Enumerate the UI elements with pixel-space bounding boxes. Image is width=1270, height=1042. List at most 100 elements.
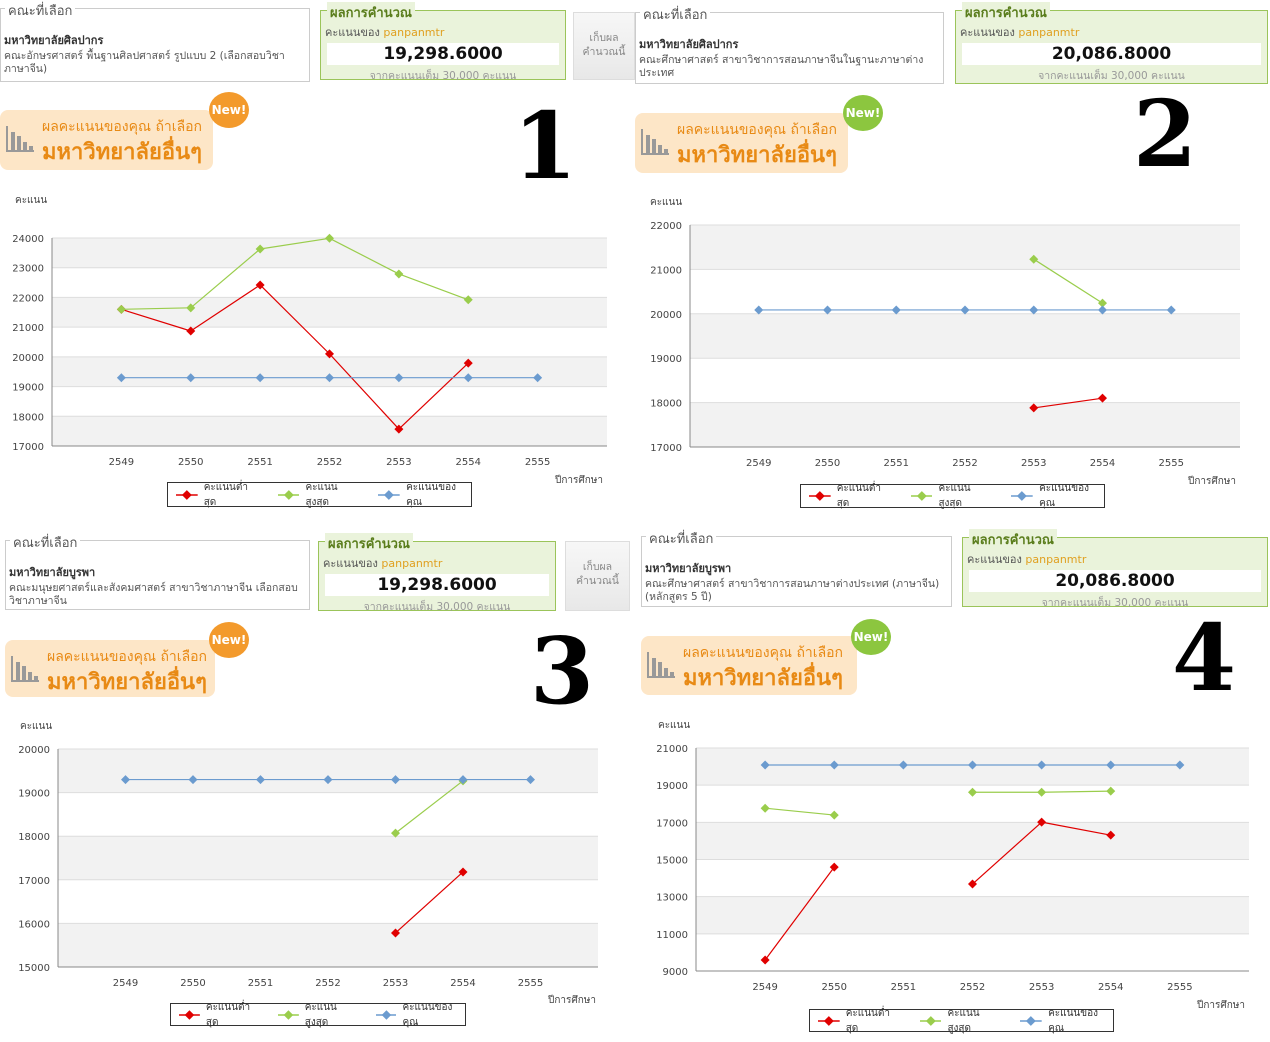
x-axis-label: ปีการศึกษา [1197, 1000, 1245, 1011]
line-chart: 17000 18000 19000 20000 21000 22000 23000 24000… [12, 233, 607, 468]
y-tick-label: 21000 [12, 323, 44, 334]
university-name: มหาวิทยาลัยบูรพา [9, 566, 96, 579]
y-tick-label: 23000 [12, 264, 44, 275]
data-point [968, 787, 977, 797]
chart-legend: คะแนนต่ำสุด คะแนนสูงสุด คะแนนของคุณ [167, 481, 472, 508]
username: panpanmtr [1018, 26, 1080, 39]
legend-label: คะแนนสูงสุด [938, 483, 971, 509]
other-universities-banner[interactable]: ผลคะแนนของคุณ ถ้าเลือก มหาวิทยาลัยอื่นๆ [5, 640, 215, 697]
x-tick-label: 2555 [1159, 458, 1184, 469]
data-point [898, 760, 908, 770]
faculty-box-title: คณะที่เลือก [10, 532, 81, 553]
selected-faculty-box: คณะที่เลือกมหาวิทยาลัยบูรพาคณะมนุษยศาสตร… [5, 532, 310, 610]
result-title: ผลการคำนวณ [969, 529, 1057, 550]
line-chart: 17000 18000 19000 20000 21000 22000 2549 2550 25… [650, 221, 1240, 469]
x-tick-label: 2554 [1098, 982, 1123, 993]
grid-band [58, 749, 598, 793]
legend-label: คะแนนสูงสุด [305, 481, 338, 508]
selected-faculty-box: คณะที่เลือก มหาวิทยาลัยศิลปากร คณะอักษรศาส… [0, 0, 310, 82]
data-point [754, 305, 764, 315]
score-of-label: คะแนนของ [960, 26, 1015, 39]
x-tick-label: 2552 [952, 458, 977, 469]
data-point [533, 373, 543, 383]
data-point [1175, 760, 1185, 770]
x-tick-label: 2555 [518, 978, 543, 989]
score-of-label: คะแนนของ [967, 553, 1022, 566]
data-point [1106, 786, 1116, 796]
legend-item: คะแนนต่ำสุด [179, 1000, 260, 1030]
legend-label: คะแนนต่ำสุด [845, 1007, 890, 1034]
data-point [188, 775, 198, 785]
legend-item: คะแนนของคุณ [1011, 481, 1104, 511]
line-chart: 15000 16000 17000 18000 19000 20000 2549 2550 25… [18, 745, 598, 989]
data-point [256, 775, 265, 785]
series-line-segment [190, 284, 261, 332]
bar-chart-icon [647, 652, 675, 678]
y-tick-label: 22000 [650, 221, 682, 232]
series-line-segment [190, 248, 261, 309]
banner-line2: มหาวิทยาลัยอื่นๆ [47, 670, 207, 695]
legend-item: คะแนนสูงสุด [277, 1000, 358, 1030]
legend-item: คะแนนสูงสุด [910, 481, 994, 511]
grid-band [690, 225, 1240, 270]
university-name: มหาวิทยาลัยศิลปากร [639, 38, 739, 51]
series-line-segment [1033, 258, 1103, 304]
series-line-segment [260, 237, 330, 250]
score-value: 20,086.8000 [969, 570, 1261, 592]
legend-marker [375, 1009, 397, 1020]
new-badge: New! [843, 95, 883, 131]
faculty-box-title: คณะที่เลือก [640, 4, 711, 25]
series-line-segment [398, 362, 469, 430]
result-title: ผลการคำนวณ [325, 533, 413, 554]
y-tick-label: 16000 [18, 919, 50, 930]
data-point [255, 244, 265, 254]
x-tick-label: 2551 [248, 978, 273, 989]
legend-item: คะแนนสูงสุด [919, 1006, 1003, 1036]
series-line-segment [1041, 790, 1111, 793]
banner-line1: ผลคะแนนของคุณ ถ้าเลือก [683, 645, 844, 661]
series-line-segment [398, 273, 469, 301]
x-tick-label: 2553 [1029, 982, 1054, 993]
result-title: ผลการคำนวณ [962, 2, 1050, 23]
data-point [116, 373, 126, 383]
y-tick-label: 9000 [663, 967, 688, 978]
score-label: คะแนนของ panpanmtr [960, 23, 1267, 41]
save-result-button[interactable]: เก็บผล คำนวณนี้ [573, 12, 635, 80]
data-point [1098, 305, 1107, 315]
x-tick-label: 2551 [891, 982, 916, 993]
y-axis-label: คะแนน [20, 721, 53, 732]
y-tick-label: 19000 [650, 354, 682, 365]
chart-legend: คะแนนต่ำสุด คะแนนสูงสุด คะแนนของคุณ [170, 1002, 466, 1028]
score-of-label: คะแนนของ [323, 557, 378, 570]
y-tick-label: 20000 [18, 745, 50, 756]
x-tick-label: 2549 [746, 458, 771, 469]
other-universities-banner[interactable]: ผลคะแนนของคุณ ถ้าเลือก มหาวิทยาลัยอื่นๆ [635, 113, 848, 173]
data-point [325, 233, 334, 243]
panel-number: 1 [513, 92, 578, 200]
legend-marker [809, 491, 831, 501]
faculty-name: คณะมนุษยศาสตร์และสังคมศาสตร์ สาขาวิชาภาษ… [9, 582, 298, 607]
legend-marker [919, 1015, 942, 1026]
new-badge: New! [209, 92, 249, 128]
other-universities-banner[interactable]: ผลคะแนนของคุณ ถ้าเลือกมหาวิทยาลัยอื่นๆ [641, 636, 857, 695]
x-tick-label: 2549 [752, 982, 777, 993]
grid-band [696, 896, 1249, 934]
data-point [463, 373, 473, 383]
legend-label: คะแนนของคุณ [1039, 483, 1089, 509]
new-badge: New! [209, 622, 249, 658]
faculty-box-title: คณะที่เลือก [5, 0, 76, 21]
banner-line1: ผลคะแนนของคุณ ถ้าเลือก [42, 119, 203, 135]
save-result-button[interactable]: เก็บผล คำนวณนี้ [565, 541, 630, 611]
other-universities-banner[interactable]: ผลคะแนนของคุณ ถ้าเลือก มหาวิทยาลัยอื่นๆ [0, 110, 213, 170]
data-point [116, 304, 126, 314]
legend-label: คะแนนสูงสุด [304, 1001, 337, 1028]
data-point [1166, 305, 1176, 315]
banner-line2: มหาวิทยาลัยอื่นๆ [683, 666, 843, 691]
y-tick-label: 17000 [12, 442, 44, 453]
line-chart: 9000 11000 13000 15000 17000 19000 21000 2549 25… [656, 744, 1249, 993]
x-tick-label: 2550 [822, 982, 847, 993]
score-value: 19,298.6000 [327, 43, 559, 65]
legend-marker [1020, 1015, 1043, 1026]
x-tick-label: 2551 [247, 457, 272, 468]
y-tick-label: 15000 [18, 963, 50, 974]
